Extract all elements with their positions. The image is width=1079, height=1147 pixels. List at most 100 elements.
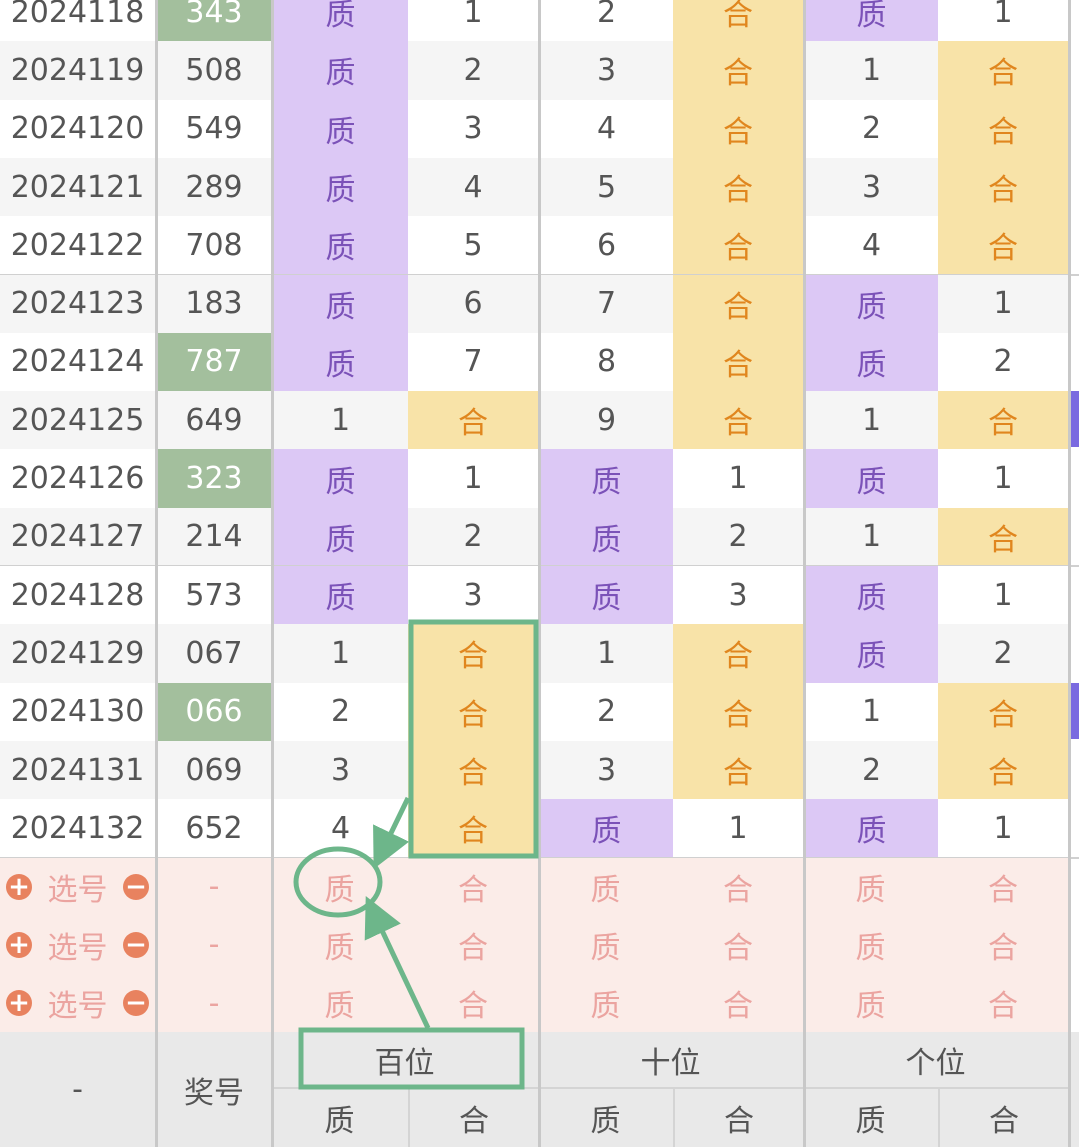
trend-cell: 合	[938, 391, 1068, 450]
period-cell: 2024120	[0, 99, 155, 158]
trend-cell: 质	[273, 216, 408, 275]
add-button[interactable]: +	[6, 931, 32, 958]
pick-text: 选号	[47, 930, 108, 966]
trend-cell: 合	[673, 157, 803, 217]
trend-cell: 8	[540, 332, 673, 392]
footer-sub: 合	[938, 1087, 1068, 1147]
column-divider	[155, 0, 158, 1147]
pick-cell[interactable]: 合	[408, 915, 538, 975]
period-cell: 2024121	[0, 157, 155, 217]
footer-sub: 质	[538, 1087, 673, 1147]
pick-cell[interactable]: 合	[408, 857, 538, 916]
pick-cell[interactable]: 合	[938, 915, 1068, 975]
pick-cell[interactable]: 质	[271, 857, 408, 916]
trend-cell: 合	[673, 41, 803, 100]
trend-cell: 3	[408, 99, 538, 158]
column-divider	[538, 0, 541, 1147]
pick-cell[interactable]: 合	[673, 915, 803, 975]
pick-cell[interactable]: 合	[408, 974, 538, 1033]
pick-cell[interactable]: 合	[938, 974, 1068, 1033]
trend-cell: 质	[273, 0, 408, 42]
trend-cell: 质	[273, 41, 408, 100]
trend-cell: 1	[938, 0, 1068, 42]
number-cell: 708	[157, 216, 271, 275]
number-cell: 649	[157, 391, 271, 450]
pick-cell[interactable]: 质	[538, 974, 673, 1033]
trend-cell: 合	[408, 740, 538, 800]
remove-button[interactable]: −	[123, 931, 149, 958]
remove-button[interactable]: −	[123, 990, 149, 1017]
period-cell: 2024126	[0, 449, 155, 508]
pick-cell[interactable]: 质	[538, 915, 673, 975]
trend-cell: 质	[273, 274, 408, 333]
trend-cell: 5	[408, 216, 538, 275]
trend-cell: 2	[408, 41, 538, 100]
side-marker	[1070, 391, 1079, 447]
footer-group: 十位	[538, 1032, 803, 1088]
trend-cell: 质	[805, 566, 938, 625]
number-cell: 652	[157, 799, 271, 858]
trend-cell: 4	[273, 799, 408, 858]
trend-cell: 2	[540, 682, 673, 741]
trend-cell: 合	[938, 507, 1068, 566]
trend-cell: 质	[805, 624, 938, 683]
trend-cell: 质	[273, 507, 408, 566]
side-marker	[1070, 683, 1079, 739]
trend-cell: 1	[673, 449, 803, 508]
trend-cell: 1	[938, 274, 1068, 333]
column-divider	[271, 0, 274, 1147]
trend-cell: 合	[938, 740, 1068, 800]
footer-group: 个位	[803, 1032, 1068, 1088]
number-cell: 214	[157, 507, 271, 566]
number-cell: 508	[157, 41, 271, 100]
pick-cell[interactable]: 质	[803, 974, 938, 1033]
trend-cell: 3	[273, 740, 408, 800]
add-button[interactable]: +	[6, 990, 32, 1017]
trend-cell: 7	[540, 274, 673, 333]
trend-cell: 合	[673, 99, 803, 158]
trend-cell: 质	[805, 449, 938, 508]
column-divider	[803, 0, 806, 1147]
trend-cell: 3	[673, 566, 803, 625]
pick-number: -	[157, 974, 271, 1033]
trend-cell: 质	[273, 99, 408, 158]
trend-cell: 合	[938, 41, 1068, 100]
pick-cell[interactable]: 质	[803, 857, 938, 916]
pick-cell[interactable]: 质	[538, 857, 673, 916]
number-cell: 549	[157, 99, 271, 158]
add-button[interactable]: +	[6, 873, 32, 900]
pick-cell[interactable]: 合	[673, 857, 803, 916]
pick-cell[interactable]: 质	[271, 974, 408, 1033]
number-cell: 323	[157, 449, 271, 508]
pick-cell[interactable]: 质	[803, 915, 938, 975]
trend-cell: 1	[540, 624, 673, 683]
trend-cell: 2	[408, 507, 538, 566]
footer-sub: 合	[673, 1087, 803, 1147]
period-cell: 2024129	[0, 624, 155, 683]
pick-cell[interactable]: 合	[673, 974, 803, 1033]
period-cell: 2024132	[0, 799, 155, 858]
number-cell: 573	[157, 566, 271, 625]
period-cell: 2024127	[0, 507, 155, 566]
trend-cell: 质	[805, 274, 938, 333]
trend-cell: 1	[673, 799, 803, 858]
trend-cell: 1	[805, 507, 938, 566]
trend-cell: 6	[540, 216, 673, 275]
pick-cell[interactable]: 合	[938, 857, 1068, 916]
trend-cell: 3	[540, 41, 673, 100]
trend-cell: 1	[938, 449, 1068, 508]
trend-cell: 6	[408, 274, 538, 333]
pick-label: + 选号 −	[0, 915, 155, 975]
pick-cell[interactable]: 质	[271, 915, 408, 975]
trend-cell: 2	[540, 0, 673, 42]
trend-cell: 1	[805, 391, 938, 450]
remove-button[interactable]: −	[123, 873, 149, 900]
trend-cell: 质	[273, 566, 408, 625]
footer-sub: 质	[803, 1087, 938, 1147]
footer-number-header: 奖号	[157, 1032, 271, 1147]
footer-sub: 质	[271, 1087, 408, 1147]
column-divider	[1068, 0, 1071, 1147]
number-cell: 066	[157, 682, 271, 741]
trend-cell: 1	[805, 682, 938, 741]
trend-cell: 质	[273, 157, 408, 217]
